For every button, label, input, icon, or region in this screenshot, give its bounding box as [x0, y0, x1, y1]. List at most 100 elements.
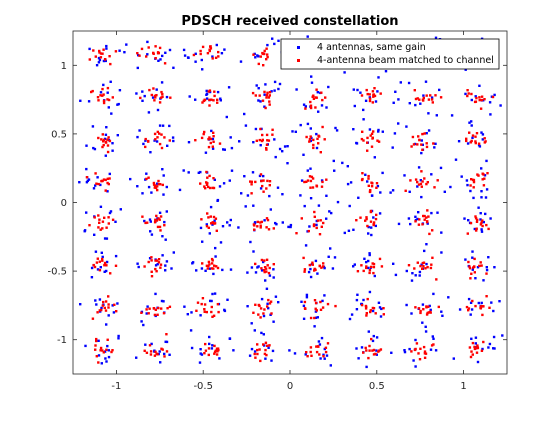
data-point: [254, 303, 257, 306]
data-point: [470, 92, 473, 96]
data-point: [147, 140, 150, 143]
data-point: [319, 219, 322, 222]
data-point: [309, 197, 313, 200]
data-point: [414, 365, 417, 368]
data-point: [159, 183, 162, 186]
data-point: [322, 262, 325, 265]
data-point: [475, 220, 479, 223]
data-point: [466, 183, 469, 187]
data-point: [220, 52, 224, 55]
data-point: [200, 136, 204, 140]
data-point: [365, 312, 368, 315]
data-point: [140, 47, 144, 51]
data-point: [371, 309, 375, 313]
data-point: [217, 55, 220, 58]
data-point: [211, 292, 214, 296]
data-point: [464, 92, 467, 96]
data-point: [268, 100, 271, 103]
data-point: [317, 345, 320, 348]
data-point: [435, 114, 438, 117]
data-point: [477, 142, 481, 145]
data-point: [264, 106, 267, 110]
data-point: [212, 99, 215, 102]
data-point: [371, 90, 375, 93]
data-point: [223, 48, 226, 51]
data-point: [447, 296, 450, 299]
data-point: [107, 216, 110, 219]
data-point: [486, 172, 489, 175]
data-point: [154, 264, 158, 267]
data-point: [150, 191, 153, 194]
data-point: [421, 267, 424, 270]
data-point: [333, 169, 336, 172]
data-point: [210, 257, 214, 261]
data-point: [209, 47, 213, 50]
data-point: [485, 268, 489, 272]
data-point: [98, 221, 101, 224]
data-point: [105, 47, 108, 50]
data-point: [347, 229, 351, 232]
data-point: [155, 94, 158, 97]
data-point: [211, 137, 215, 141]
data-point: [421, 143, 424, 146]
data-point: [268, 103, 271, 106]
data-point: [369, 134, 372, 137]
data-point: [210, 299, 213, 303]
data-point: [208, 263, 211, 266]
data-point: [420, 151, 423, 155]
data-point: [467, 309, 470, 312]
data-point: [266, 305, 269, 308]
data-point: [92, 187, 96, 190]
data-point: [480, 301, 483, 305]
data-point: [313, 269, 316, 272]
data-point: [262, 190, 265, 193]
data-point: [162, 312, 166, 315]
data-point: [203, 303, 207, 306]
data-point: [492, 347, 495, 350]
data-point: [157, 258, 161, 261]
data-point: [266, 264, 269, 267]
data-point: [148, 344, 152, 347]
data-point: [392, 262, 395, 265]
data-point: [136, 262, 139, 265]
data-point: [165, 333, 168, 336]
data-point: [304, 244, 308, 247]
data-point: [197, 171, 200, 174]
data-point: [334, 126, 337, 130]
data-point: [91, 89, 94, 93]
data-point: [199, 170, 202, 174]
data-point: [264, 83, 267, 86]
data-point: [182, 48, 186, 52]
data-point: [415, 342, 419, 345]
data-point: [471, 299, 474, 303]
data-point: [145, 351, 149, 354]
data-point: [478, 84, 481, 87]
data-point: [278, 82, 282, 86]
data-point: [260, 331, 263, 335]
data-point: [219, 99, 222, 102]
data-point: [218, 185, 222, 188]
data-point: [480, 190, 483, 193]
data-point: [264, 357, 267, 360]
data-point: [464, 68, 467, 71]
data-point: [405, 303, 408, 307]
data-point: [485, 188, 489, 191]
data-point: [255, 139, 258, 142]
data-point: [493, 266, 496, 269]
data-point: [208, 90, 212, 94]
data-point: [101, 349, 104, 352]
data-point: [315, 223, 318, 227]
data-point: [293, 352, 297, 355]
data-point: [140, 320, 143, 323]
data-point: [219, 241, 223, 244]
data-point: [482, 340, 485, 344]
data-point: [142, 142, 145, 146]
data-point: [211, 259, 214, 262]
data-point: [427, 112, 430, 115]
data-point: [108, 139, 112, 143]
data-point: [271, 349, 275, 353]
data-point: [265, 58, 268, 61]
data-point: [474, 215, 477, 218]
data-point: [196, 301, 200, 304]
data-point: [370, 132, 374, 135]
